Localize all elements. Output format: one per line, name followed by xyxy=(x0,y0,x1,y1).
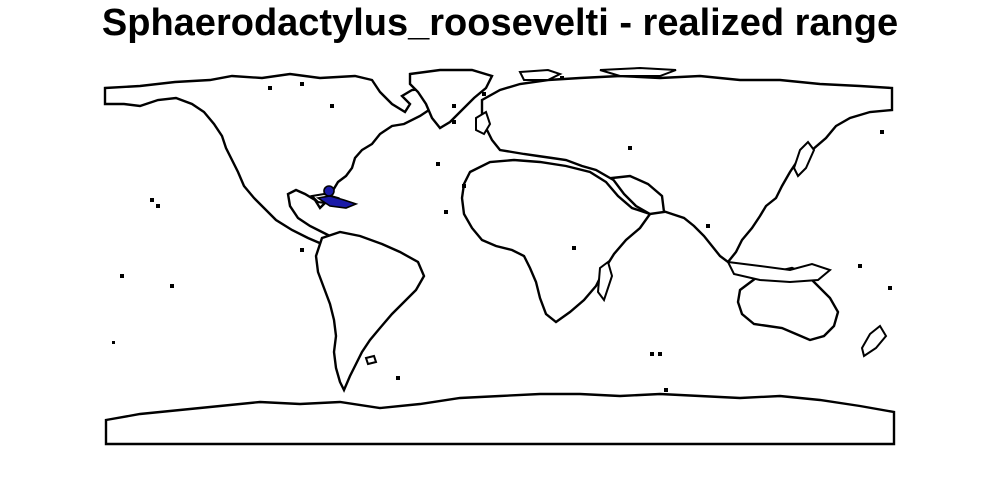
africa xyxy=(460,158,652,324)
indonesia xyxy=(726,260,833,284)
new-zealand xyxy=(860,324,888,358)
japan xyxy=(792,140,816,178)
arabia xyxy=(609,174,666,216)
small-islands xyxy=(112,76,892,392)
eurasia xyxy=(480,74,894,264)
british-isles xyxy=(475,110,492,136)
species-range-marker xyxy=(323,185,335,197)
arctic-islands-2 xyxy=(599,66,677,77)
south-america xyxy=(314,230,426,393)
arctic-islands xyxy=(518,68,563,81)
australia xyxy=(736,266,840,342)
madagascar xyxy=(596,260,614,303)
greenland xyxy=(408,68,494,130)
species-range xyxy=(315,195,359,209)
antarctica xyxy=(104,392,896,446)
falkland-islands xyxy=(364,354,378,366)
north-america xyxy=(103,72,442,246)
map-title: Sphaerodactylus_roosevelti - realized ra… xyxy=(101,2,899,44)
